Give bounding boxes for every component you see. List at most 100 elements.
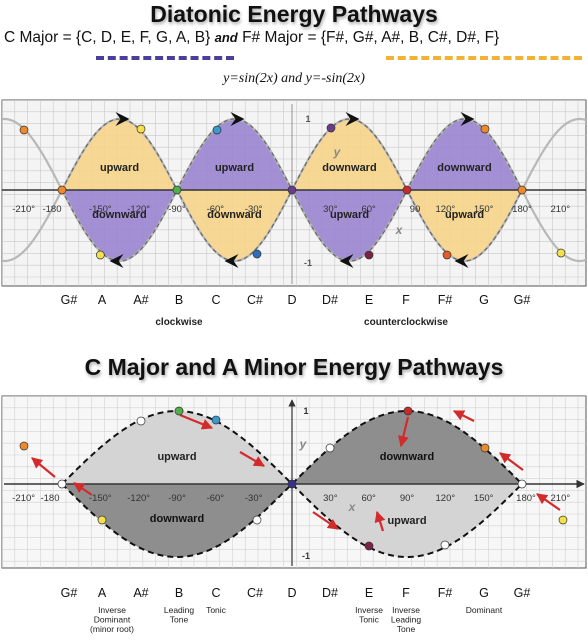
bottom-angle-label: 90° xyxy=(400,493,415,504)
note-dot-d-sharp-bottom xyxy=(325,443,335,453)
top-note-label: G xyxy=(479,293,489,307)
top-lower-lobe-label: upward xyxy=(445,209,484,221)
top-lower-lobe-label: upward xyxy=(330,209,369,221)
energy-arrow xyxy=(179,413,214,430)
energy-arrow xyxy=(312,511,339,530)
top-direction-arrow-lower xyxy=(454,254,469,268)
top-note-label: F xyxy=(402,293,410,307)
bottom-axis-x-label: x xyxy=(348,500,357,514)
top-lower-lobe xyxy=(177,190,292,261)
energy-arrow xyxy=(73,482,93,496)
bottom-note-label: D xyxy=(287,586,296,600)
top-upper-lobe-label: upward xyxy=(215,162,254,174)
energy-arrow xyxy=(453,410,475,422)
bottom-angle-label: -180 xyxy=(40,493,59,504)
note-dot-b-bottom xyxy=(174,406,184,416)
top-lower-lobe-label: downward xyxy=(92,209,146,221)
top-angle-label: -90° xyxy=(168,204,186,215)
note-dot-e-bottom xyxy=(364,541,374,551)
top-angle-label: 150° xyxy=(474,204,494,215)
equation-a: y=sin(2x) xyxy=(223,71,278,86)
bottom-note-label: A# xyxy=(133,586,148,600)
top-angle-label: 30° xyxy=(323,204,338,215)
top-angle-label: 90 xyxy=(410,204,421,215)
top-note-label: G# xyxy=(61,293,78,307)
top-note-label: E xyxy=(365,293,373,307)
note-dot-c-bottom xyxy=(211,415,221,425)
top-angle-label: 120° xyxy=(436,204,456,215)
note-dot-g-sharp-bottom-right xyxy=(517,479,527,489)
c-major-legend-dash xyxy=(96,56,234,60)
role-label-f: Leading xyxy=(391,615,422,625)
top-tick-1: 1 xyxy=(305,114,310,124)
bottom-note-label: E xyxy=(365,586,373,600)
note-dot-a-sharp-bottom xyxy=(136,416,146,426)
bottom-angle-label: -30° xyxy=(245,493,263,504)
fsharp-major-legend-dash xyxy=(386,56,582,60)
bottom-note-label: G# xyxy=(514,586,531,600)
note-dot-d xyxy=(287,185,297,195)
c-major-set: C Major = {C, D, E, F, G, A, B} xyxy=(4,29,211,46)
top-angle-label: 210° xyxy=(551,204,571,215)
bottom-note-label: F# xyxy=(438,586,453,600)
energy-arrow xyxy=(239,451,265,467)
role-label-g: Dominant xyxy=(466,605,503,615)
top-upper-lobe-label: upward xyxy=(100,162,139,174)
note-dot-c-sharp-bottom xyxy=(252,515,262,525)
direction-counterclockwise: counterclockwise xyxy=(364,317,448,328)
top-angle-label: -180 xyxy=(42,204,61,215)
note-dot-c-sharp xyxy=(252,249,262,259)
note-dot-f-sharp xyxy=(442,250,452,260)
top-upper-lobe xyxy=(62,119,177,190)
bottom-upper-right-lobe xyxy=(292,411,522,484)
bottom-angle-label: 60° xyxy=(361,493,376,504)
equation-b: y=-sin(2x) xyxy=(305,71,365,86)
top-direction-arrow-upper xyxy=(460,112,475,126)
note-dot-c xyxy=(212,125,222,135)
bottom-upper-left-lobe xyxy=(62,411,292,484)
top-tick-neg-1: -1 xyxy=(304,258,312,268)
top-note-label: F# xyxy=(438,293,453,307)
role-label-b: Leading xyxy=(164,605,195,615)
bottom-angle-label: 150° xyxy=(474,493,494,504)
top-angle-label: 180° xyxy=(512,204,532,215)
note-dot-g-sharp-axis xyxy=(57,185,67,195)
bottom-angle-label: 210° xyxy=(551,493,571,504)
role-label-a: (minor root) xyxy=(90,624,134,634)
top-angle-label: -150° xyxy=(89,204,112,215)
bottom-note-label: D# xyxy=(322,586,338,600)
note-dot-a xyxy=(95,250,105,260)
top-note-label: D xyxy=(287,293,296,307)
energy-arrow xyxy=(31,457,56,478)
top-note-label: D# xyxy=(322,293,338,307)
note-dot-a-sharp xyxy=(136,124,146,134)
top-angle-label: -120° xyxy=(127,204,150,215)
energy-arrow xyxy=(397,416,410,448)
bottom-note-label: G xyxy=(479,586,489,600)
role-label-b: Tone xyxy=(170,615,189,625)
role-label-e: Inverse xyxy=(355,605,383,615)
top-lower-lobe xyxy=(292,190,407,261)
top-note-label: A xyxy=(98,293,107,307)
top-note-label: C# xyxy=(247,293,263,307)
bottom-axis-y-label: y xyxy=(299,437,308,451)
note-dot-a-bottom xyxy=(97,515,107,525)
note-dot-g-bottom xyxy=(480,443,490,453)
top-lower-lobe xyxy=(407,190,522,261)
top-angle-label: -210° xyxy=(12,204,35,215)
bottom-angle-label: 120° xyxy=(436,493,456,504)
top-axis-y-label: y xyxy=(333,145,342,159)
top-direction-arrow-lower xyxy=(339,254,354,268)
top-note-label: A# xyxy=(133,293,148,307)
bottom-angle-label: -210° xyxy=(12,493,35,504)
note-dot-f-bottom xyxy=(403,406,413,416)
equation-and: and xyxy=(281,71,303,86)
role-label-a: Dominant xyxy=(94,615,131,625)
bottom-lobe-label: downward xyxy=(380,451,434,463)
bottom-angle-label: -150° xyxy=(89,493,112,504)
note-dot-g-sharp xyxy=(19,125,29,135)
bottom-note-label: B xyxy=(175,586,183,600)
bottom-fills xyxy=(62,411,522,557)
direction-clockwise: clockwise xyxy=(155,317,203,328)
note-dot-e xyxy=(364,250,374,260)
